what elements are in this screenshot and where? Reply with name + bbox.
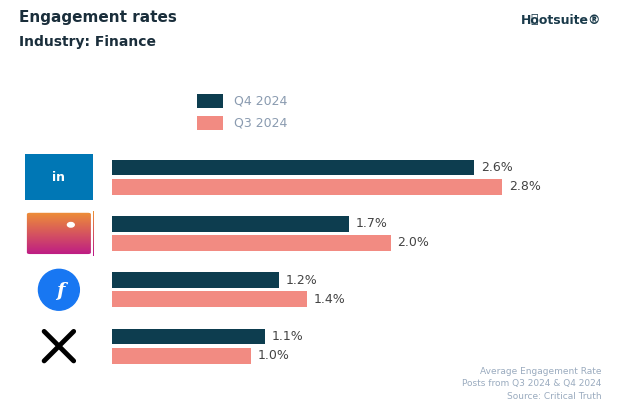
Text: 🦉: 🦉: [530, 13, 538, 26]
Text: in: in: [53, 171, 65, 183]
Bar: [112, 179, 502, 195]
Text: 1.7%: 1.7%: [356, 217, 388, 230]
Text: Engagement rates: Engagement rates: [19, 10, 177, 25]
Text: 1.4%: 1.4%: [314, 293, 345, 306]
Text: 2.6%: 2.6%: [481, 161, 513, 174]
Bar: [112, 272, 279, 288]
Circle shape: [68, 223, 74, 227]
Text: Q3 2024: Q3 2024: [234, 116, 287, 130]
Text: Industry: Finance: Industry: Finance: [19, 35, 156, 49]
Text: Average Engagement Rate
Posts from Q3 2024 & Q4 2024
Source: Critical Truth: Average Engagement Rate Posts from Q3 20…: [462, 367, 601, 401]
Text: f: f: [56, 282, 64, 300]
Bar: [112, 348, 251, 363]
FancyBboxPatch shape: [197, 94, 223, 108]
FancyBboxPatch shape: [23, 153, 95, 201]
Text: 1.0%: 1.0%: [258, 349, 290, 362]
Text: Q4 2024: Q4 2024: [234, 95, 287, 108]
Text: 2.8%: 2.8%: [509, 180, 541, 193]
Text: 1.2%: 1.2%: [286, 274, 317, 287]
Circle shape: [38, 269, 79, 310]
Bar: [112, 159, 474, 176]
Bar: [112, 235, 391, 251]
Bar: [112, 292, 307, 307]
Bar: [112, 329, 265, 344]
Bar: [112, 216, 348, 232]
Text: 2.0%: 2.0%: [397, 237, 430, 249]
Text: Hootsuite®: Hootsuite®: [521, 14, 601, 27]
Text: 1.1%: 1.1%: [272, 330, 304, 343]
FancyBboxPatch shape: [197, 116, 223, 130]
